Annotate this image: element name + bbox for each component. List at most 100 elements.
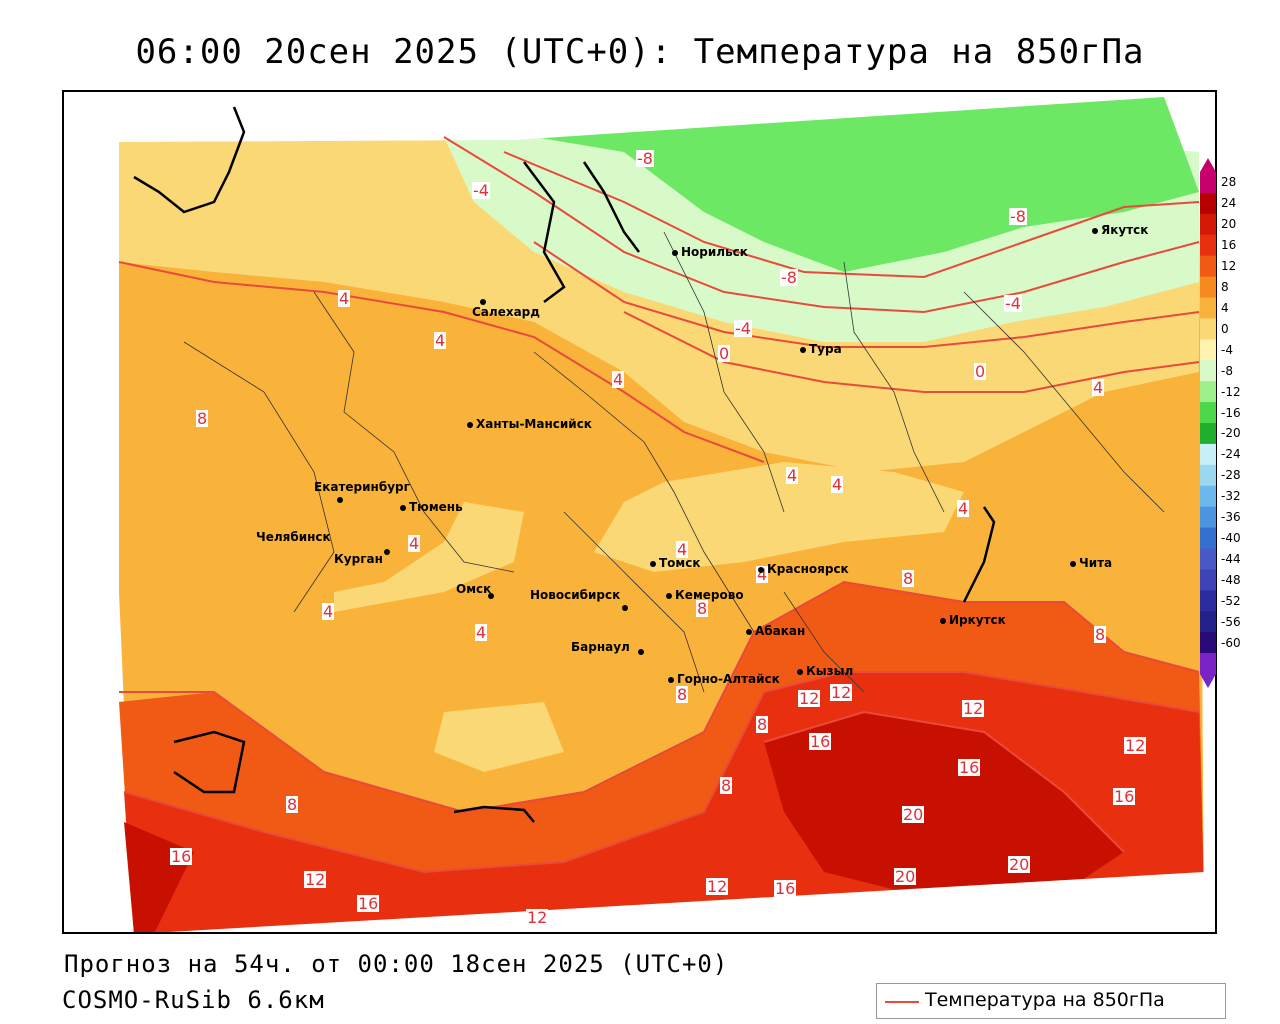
isotherm-label: 4 <box>1092 378 1105 397</box>
isotherm-label: 4 <box>676 540 689 559</box>
isotherm-label: 8 <box>286 795 299 814</box>
colorbar-tick-label: -20 <box>1221 426 1241 441</box>
city-novosibirsk-label: Новосибирск <box>530 588 621 602</box>
colorbar-segment <box>1200 423 1216 445</box>
city-kurgan-label: Курган <box>334 552 383 566</box>
isotherm-label: 0 <box>718 344 731 363</box>
isotherm-lines <box>118 136 1200 874</box>
colorbar-segment <box>1200 213 1216 236</box>
isotherm-label: 16 <box>357 894 380 913</box>
isotherm-label: 16 <box>170 847 193 866</box>
city-chita: Чита <box>1070 556 1112 570</box>
colorbar-segment <box>1200 590 1216 612</box>
colorbar-tick-label: 12 <box>1221 259 1237 274</box>
colorbar-segment <box>1200 360 1216 382</box>
isotherm-label: -4 <box>1004 294 1022 313</box>
city-omsk-label: Омск <box>456 582 492 596</box>
isotherm-label: -8 <box>1009 207 1027 226</box>
city-tyumen: Тюмень <box>400 500 463 514</box>
zone-0-4-south <box>434 702 564 772</box>
city-novosibirsk <box>622 600 631 614</box>
city-barnaul <box>638 644 647 658</box>
outside-domain-west <box>64 92 119 932</box>
city-irkutsk: Иркутск <box>940 613 1006 627</box>
colorbar-tick-label: -28 <box>1221 468 1241 483</box>
isotherm-label: 16 <box>774 879 797 898</box>
colorbar-segment <box>1200 611 1216 633</box>
city-yekaterinburg-label: Екатеринбург <box>314 480 410 494</box>
colorbar-segment <box>1200 318 1216 340</box>
isotherm-label: 8 <box>676 685 689 704</box>
city-yekaterinburg <box>337 492 346 506</box>
map-canvas <box>64 92 1215 932</box>
city-chelyabinsk-label: Челябинск <box>256 530 331 544</box>
isotherm-label: 0 <box>974 362 987 381</box>
admin-borders <box>183 231 1165 693</box>
isotherm-label: 4 <box>338 289 351 308</box>
colorbar-tick-label: 8 <box>1221 280 1229 295</box>
isotherm-label: 4 <box>957 499 970 518</box>
isotherm-label: -8 <box>636 149 654 168</box>
isotherm-label: -4 <box>734 319 752 338</box>
colorbar-arrow-bottom <box>1200 674 1216 688</box>
city-tomsk: Томск <box>650 556 701 570</box>
zone-16-20 <box>764 712 1124 902</box>
zone-0-4-north <box>119 140 1199 472</box>
outside-domain-top <box>64 92 1215 142</box>
colorbar-tick-label: 4 <box>1221 300 1229 315</box>
city-yakutsk: Якутск <box>1092 223 1148 237</box>
colorbar-tick-label: -40 <box>1221 531 1241 546</box>
city-krasnoyarsk: Красноярск <box>758 562 849 576</box>
colorbar-tick-label: -48 <box>1221 572 1241 587</box>
zone-minus8 <box>504 97 1199 272</box>
isotherm-label: 20 <box>902 805 925 824</box>
isotherm-label: 8 <box>756 715 769 734</box>
city-kyzyl: Кызыл <box>797 664 853 678</box>
city-barnaul-label: Барнаул <box>571 640 630 654</box>
colorbar-segment <box>1200 506 1216 529</box>
city-kurgan <box>384 544 393 558</box>
isotherm-label: 8 <box>1094 625 1107 644</box>
legend-label: Температура на 850гПа <box>925 989 1165 1011</box>
colorbar-tick-label: -32 <box>1221 489 1241 504</box>
colorbar-tick-label: 0 <box>1221 321 1229 336</box>
isotherm-label: 4 <box>786 466 799 485</box>
isotherm-label: 12 <box>706 877 729 896</box>
colorbar-tick-label: -8 <box>1221 363 1233 378</box>
colorbar-tick-label: 16 <box>1221 238 1237 253</box>
colorbar-segment <box>1200 443 1216 466</box>
isotherm-label: 4 <box>612 370 625 389</box>
colorbar-segment <box>1200 339 1216 361</box>
forecast-info: Прогноз на 54ч. от 00:00 18сен 2025 (UTC… <box>64 950 729 978</box>
colorbar-segment <box>1200 276 1216 298</box>
colorbar-tick-label: -44 <box>1221 551 1241 566</box>
isotherm-label: -8 <box>780 268 798 287</box>
isotherm-label: 12 <box>304 870 327 889</box>
colorbar-segment <box>1200 255 1216 278</box>
colorbar-tick-label: -36 <box>1221 510 1241 525</box>
isotherm-label: 8 <box>696 599 709 618</box>
city-kemerovo: Кемерово <box>666 588 744 602</box>
isotherm-label: 4 <box>475 623 488 642</box>
colorbar-segment <box>1200 381 1216 403</box>
colorbar-tick-label: 20 <box>1221 217 1237 232</box>
city-salekhard <box>480 294 489 308</box>
isotherm-label: 12 <box>830 683 853 702</box>
model-name: COSMO-RuSib 6.6км <box>62 986 325 1014</box>
colorbar-tick-label: -60 <box>1221 635 1241 650</box>
city-omsk <box>488 588 497 602</box>
isotherm-label: -4 <box>472 181 490 200</box>
outside-domain-bottom <box>168 872 1215 932</box>
city-khanty-mansiysk: Ханты-Мансийск <box>467 417 592 431</box>
colorbar-segment <box>1200 548 1216 570</box>
isotherm-label: 16 <box>1113 787 1136 806</box>
isotherm-label: 4 <box>408 534 421 553</box>
city-tura: Тура <box>800 342 842 356</box>
isotherm-label: 20 <box>894 867 917 886</box>
city-salekhard-label: Салехард <box>472 305 540 319</box>
isotherm-label: 12 <box>526 908 549 927</box>
isotherm-label: 4 <box>831 475 844 494</box>
colorbar-tick-label: -24 <box>1221 447 1241 462</box>
isotherm-label: 4 <box>322 602 335 621</box>
temperature-map: -8 -4 -8 -8 -4 -4 0 0 4 4 4 4 4 4 4 4 4 … <box>62 90 1217 934</box>
